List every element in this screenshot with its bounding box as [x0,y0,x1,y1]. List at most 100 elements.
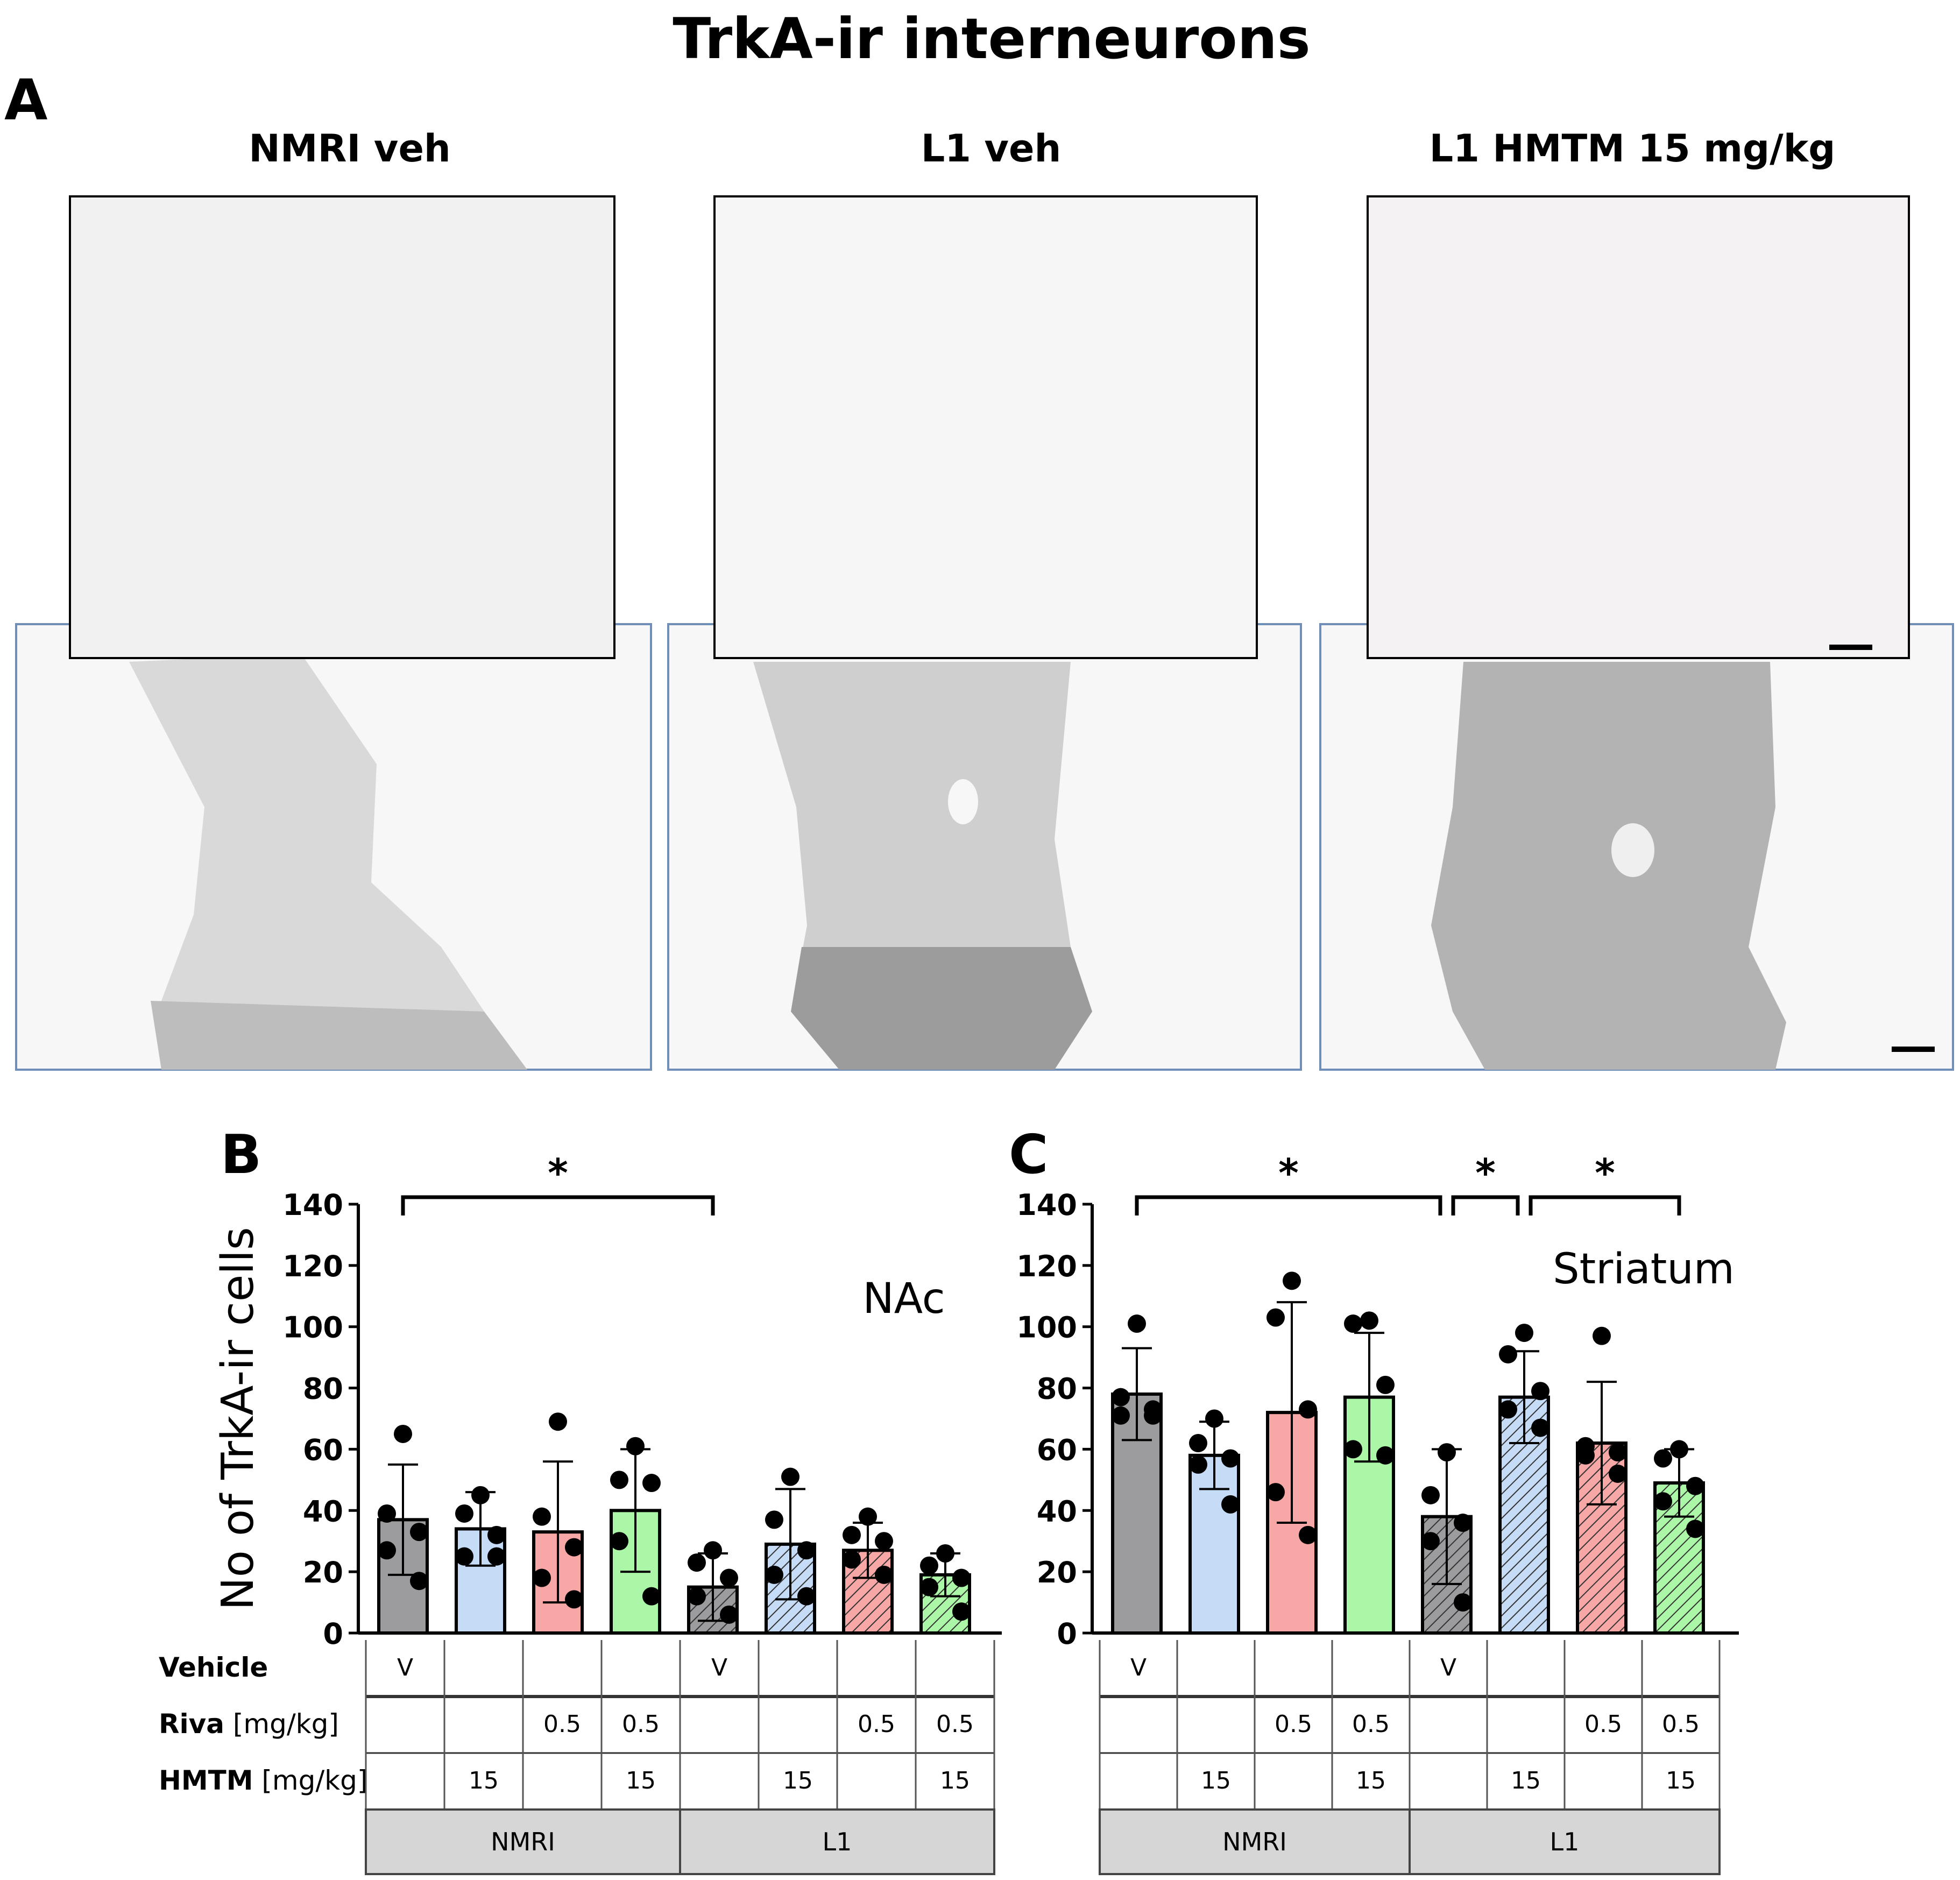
ventricle-l1-veh [948,779,978,824]
strain-label: NMRI [491,1827,555,1856]
data-point [720,1605,738,1624]
data-point [875,1565,893,1584]
data-point [487,1525,506,1544]
table-row-label: Riva [mg/kg] [159,1708,339,1740]
data-point [1454,1514,1472,1532]
y-tick-label: 100 [282,1311,343,1345]
data-point [610,1471,628,1489]
data-point [875,1532,893,1551]
data-point [1576,1446,1595,1465]
y-tick-label: 100 [1016,1311,1077,1345]
data-point [1112,1406,1130,1425]
inset-image-l1-hmtm [1367,195,1910,659]
strain-header [1099,1808,1411,1875]
y-tick-label: 140 [1016,1188,1077,1222]
table-row-label: HMTM [mg/kg] [159,1765,367,1796]
data-point [1609,1464,1627,1483]
data-point [1189,1434,1207,1453]
y-tick-label: 80 [1037,1372,1077,1406]
data-point [394,1424,412,1443]
data-point [797,1541,816,1560]
micrograph-l1-hmtm [1319,195,1954,1071]
data-point [626,1437,645,1455]
tissue-base-nmri-veh [151,1001,527,1070]
data-point [1376,1375,1395,1394]
data-point [1266,1483,1285,1502]
scale-bar-inset [1829,645,1872,650]
data-point [797,1587,816,1606]
data-point [843,1525,861,1544]
micrograph-l1-veh [667,195,1302,1071]
data-point [1189,1455,1207,1474]
table-cell: 0.5 [1662,1711,1700,1738]
data-point [1686,1476,1704,1495]
data-point [1128,1314,1146,1333]
region-label: Striatum [1553,1245,1735,1294]
data-point [1221,1449,1240,1468]
data-point [1654,1449,1672,1468]
data-point [1531,1418,1549,1437]
table-cell: 15 [1356,1767,1386,1794]
data-point [1112,1388,1130,1407]
data-point [1686,1519,1704,1538]
strain-header [365,1808,681,1875]
data-point [704,1541,722,1560]
y-tick-label: 20 [1037,1556,1077,1589]
y-tick-label: 120 [282,1249,343,1283]
significance-bracket [1135,1195,1442,1215]
region-label: NAc [862,1275,945,1323]
chart-panel-c: C Striatum 0 20 40 60 80 100 120 140 * * * V V 0.5 0.5 0.… [1009,1123,1739,1875]
inset-image-l1-veh [713,195,1258,659]
data-point [952,1568,971,1587]
data-point [688,1587,706,1606]
data-point [1344,1314,1362,1333]
table-cell: 0.5 [1584,1711,1622,1738]
table-cell: V [1440,1654,1456,1681]
panel-letter-c: C [1009,1123,1048,1186]
data-point [1421,1486,1440,1504]
data-point [565,1590,583,1609]
data-point [1344,1440,1362,1459]
strain-header [679,1808,995,1875]
data-point [720,1568,738,1587]
data-point [1593,1326,1611,1345]
data-point [1283,1271,1301,1290]
table-cell: 15 [1511,1767,1541,1794]
table-cell: 15 [783,1767,813,1794]
data-point [1205,1409,1223,1428]
table-cell: 0.5 [622,1711,660,1738]
significance-bracket [401,1195,715,1215]
table-cell: 15 [626,1767,656,1794]
significance-star: * [548,1150,568,1196]
y-tick-label: 80 [303,1372,343,1406]
tissue-base-l1-veh [791,947,1092,1070]
data-point [565,1538,583,1557]
data-point [410,1523,428,1542]
data-point [1144,1406,1162,1425]
data-point [378,1504,396,1523]
data-point [533,1568,551,1587]
data-point [1299,1400,1317,1419]
chart-panel-b: B NAc No of TrkA-ir cells 0 20 40 60 80 100 120 14… [159,1123,1002,1875]
data-point [1376,1446,1395,1465]
data-point [642,1474,661,1493]
data-point [455,1547,473,1566]
panel-a-letter: A [4,67,48,133]
data-point [1266,1308,1285,1327]
strain-header [1409,1808,1721,1875]
data-point [1421,1532,1440,1551]
micrograph-nmri-veh [15,195,652,1071]
data-point [765,1565,783,1584]
panel-letter-b: B [221,1123,261,1186]
ventricle-l1-hmtm [1611,823,1654,877]
table-cell: 0.5 [1352,1711,1390,1738]
data-point [765,1510,783,1529]
y-tick-label: 40 [1037,1494,1077,1528]
table-cell: V [1130,1654,1147,1681]
data-point [1531,1382,1549,1401]
y-tick-label: 20 [303,1556,343,1589]
data-point [1438,1443,1456,1462]
strain-label: L1 [823,1827,852,1856]
col-label-nmri-veh: NMRI veh [249,126,451,171]
